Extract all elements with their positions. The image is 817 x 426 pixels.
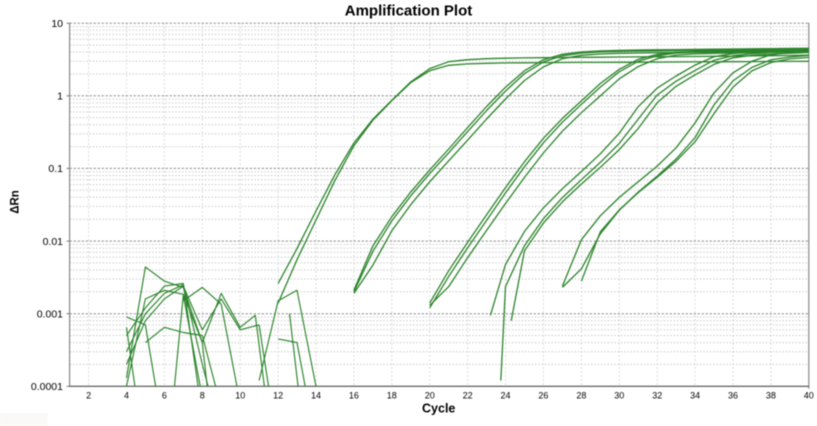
svg-text:0.001: 0.001 [37, 309, 63, 321]
svg-text:14: 14 [311, 390, 321, 400]
svg-text:24: 24 [500, 390, 510, 400]
svg-text:Cycle: Cycle [422, 402, 455, 416]
svg-text:4: 4 [124, 390, 129, 400]
svg-text:32: 32 [652, 390, 662, 400]
svg-text:30: 30 [614, 390, 624, 400]
svg-text:20: 20 [425, 390, 435, 400]
svg-text:40: 40 [804, 390, 814, 400]
svg-text:36: 36 [728, 390, 738, 400]
svg-text:8: 8 [200, 390, 205, 400]
svg-text:28: 28 [576, 390, 586, 400]
svg-text:34: 34 [690, 390, 700, 400]
svg-text:0.0001: 0.0001 [31, 381, 63, 393]
svg-text:ΔRn: ΔRn [9, 190, 21, 214]
svg-text:26: 26 [538, 390, 548, 400]
svg-text:1: 1 [57, 91, 63, 103]
svg-text:16: 16 [349, 390, 359, 400]
svg-text:0.1: 0.1 [48, 163, 63, 175]
svg-text:22: 22 [463, 390, 473, 400]
svg-text:18: 18 [387, 390, 397, 400]
svg-text:Amplification Plot: Amplification Plot [345, 3, 473, 20]
svg-text:10: 10 [51, 18, 63, 30]
svg-text:38: 38 [766, 390, 776, 400]
svg-text:2: 2 [86, 390, 91, 400]
svg-text:0.01: 0.01 [43, 236, 64, 248]
svg-text:6: 6 [162, 390, 167, 400]
svg-text:12: 12 [273, 390, 283, 400]
svg-text:10: 10 [235, 390, 245, 400]
